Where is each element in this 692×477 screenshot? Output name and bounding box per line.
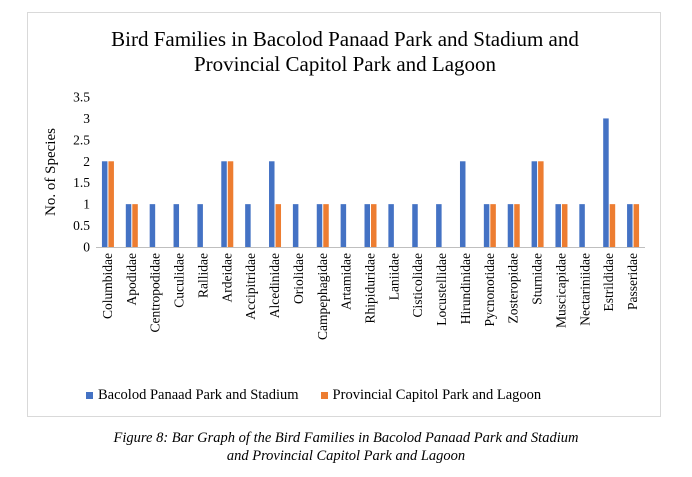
bar-chart-plot: 0 0.5 1 1.5 2 2.5 3 3.5 No. of Species Columbidae…: [43, 90, 645, 340]
bar-bacolod: [627, 204, 633, 247]
bar-capitol: [227, 161, 234, 247]
y-tick-label: 1: [83, 197, 90, 212]
bar-bacolod: [459, 161, 466, 247]
bar-bacolod: [101, 161, 108, 247]
figure-caption-line1: Figure 8: Bar Graph of the Bird Families…: [113, 430, 579, 446]
x-tick-label: Centropodidae: [148, 253, 163, 332]
bar-capitol: [371, 204, 377, 247]
legend-label: Bacolod Panaad Park and Stadium: [98, 387, 299, 403]
bar-bacolod: [412, 204, 418, 247]
bar-capitol: [514, 204, 520, 247]
figure-caption-line2: and Provincial Capitol Park and Lagoon: [226, 448, 466, 464]
bar-capitol: [275, 204, 282, 247]
x-tick-label: Rhipiduridae: [363, 253, 378, 324]
bar-capitol: [609, 204, 616, 247]
x-tick-label: Zosteropidae: [506, 253, 521, 323]
legend-item: Provincial Capitol Park and Lagoon: [320, 387, 542, 404]
chart-title: Bird Families in Bacolod Panaad Park and…: [28, 27, 662, 77]
x-tick-label: Passeridae: [625, 253, 640, 310]
bar-capitol: [538, 161, 544, 247]
x-tick-label: Accipitridae: [243, 253, 258, 320]
x-tick-label: Cuculidae: [172, 253, 187, 308]
bar-bacolod: [340, 204, 347, 247]
bar-capitol: [490, 204, 496, 247]
x-tick-label: Sturnidae: [530, 253, 545, 305]
legend-swatch: [86, 392, 93, 399]
bar-bacolod: [388, 204, 394, 247]
legend-item: Bacolod Panaad Park and Stadium: [86, 387, 299, 404]
x-tick-label: Pycnonotidae: [482, 253, 497, 327]
bar-bacolod: [269, 161, 275, 247]
x-tick-label: Alcedinidae: [267, 253, 282, 318]
bar-bacolod: [364, 204, 370, 247]
y-tick-label: 1.5: [73, 175, 90, 190]
x-tick-label: Rallidae: [195, 253, 210, 298]
x-tick-label: Columbidae: [100, 253, 115, 319]
bar-bacolod: [483, 204, 490, 247]
bar-capitol: [633, 204, 640, 247]
x-tick-label: Oriolidae: [291, 253, 306, 304]
legend-swatch: [320, 392, 328, 399]
bar-bacolod: [125, 204, 132, 247]
x-tick-label: Nectariniidae: [577, 253, 592, 326]
bar-capitol: [108, 161, 114, 247]
bar-bacolod: [507, 204, 514, 247]
chart-title-line1: Bird Families in Bacolod Panaad Park and…: [111, 27, 579, 51]
bar-bacolod: [149, 204, 156, 247]
y-tick-label: 3.5: [73, 90, 90, 105]
x-tick-label: Apodidae: [124, 253, 139, 305]
chart-frame: Bird Families in Bacolod Panaad Park and…: [27, 12, 661, 417]
y-tick-label: 0: [83, 240, 90, 255]
bar-bacolod: [555, 204, 561, 247]
y-axis-title: No. of Species: [43, 128, 59, 216]
y-tick-label: 2.5: [73, 132, 90, 147]
x-tick-label: Ardeidae: [219, 253, 234, 302]
bar-bacolod: [579, 204, 585, 247]
bar-bacolod: [292, 204, 299, 247]
bar-bacolod: [221, 161, 227, 247]
x-tick-label: Cisticolidae: [410, 253, 425, 318]
bar-bacolod: [436, 204, 442, 247]
bar-capitol: [561, 204, 568, 247]
chart-legend: Bacolod Panaad Park and Stadium Provincia…: [86, 387, 563, 404]
x-tick-label: Laniidae: [386, 253, 401, 300]
x-tick-label: Locustellidae: [434, 253, 449, 326]
bar-bacolod: [531, 161, 538, 247]
x-tick-label: Hirundinidae: [458, 253, 473, 324]
x-tick-label: Muscicapidae: [553, 253, 568, 328]
bar-bacolod: [316, 204, 323, 247]
y-tick-label: 3: [83, 111, 90, 126]
y-tick-label: 2: [83, 154, 90, 169]
y-tick-label: 0.5: [73, 218, 90, 233]
bar-bacolod: [197, 204, 203, 247]
chart-title-line2: Provincial Capitol Park and Lagoon: [193, 52, 497, 76]
bar-bacolod: [245, 204, 251, 247]
bar-bacolod: [603, 118, 609, 247]
x-tick-label: Campephagidae: [315, 253, 330, 340]
x-tick-label: Artamidae: [339, 253, 354, 310]
bar-capitol: [323, 204, 329, 247]
figure-caption: Figure 8: Bar Graph of the Bird Families…: [0, 429, 692, 465]
legend-label: Provincial Capitol Park and Lagoon: [332, 387, 542, 403]
x-tick-label: Estrildidae: [601, 253, 616, 311]
bar-capitol: [132, 204, 138, 247]
bar-bacolod: [173, 204, 180, 247]
